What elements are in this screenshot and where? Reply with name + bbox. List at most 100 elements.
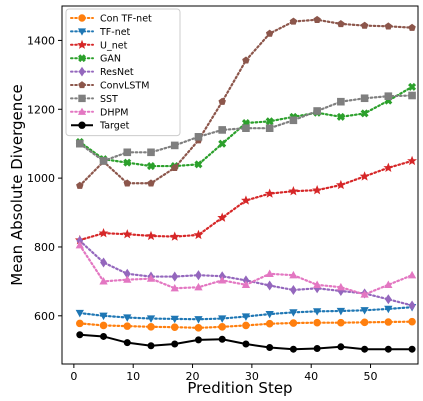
y-axis-label: Mean Absolute Divergence <box>8 84 26 285</box>
data-point-target <box>384 345 392 353</box>
legend-item-tf-net: TF-net <box>70 27 131 38</box>
data-point-u-net <box>407 155 417 166</box>
data-point-sst <box>408 91 416 100</box>
legend-item-con-tf-net: Con TF-net <box>70 14 152 25</box>
data-point-dhpm <box>384 280 393 288</box>
legend-marker <box>78 94 86 103</box>
data-point-target <box>242 340 250 348</box>
data-point-target <box>123 339 131 347</box>
data-point-target <box>218 335 226 343</box>
legend-marker <box>77 39 87 49</box>
legend-item-gan: GAN <box>70 54 121 65</box>
data-point-con-tf-net <box>265 319 274 328</box>
data-point-target <box>408 345 416 353</box>
data-point-resnet <box>384 294 392 305</box>
x-axis-label: Predition Step <box>187 379 292 397</box>
data-point-tf-net <box>146 315 156 323</box>
data-point-tf-net <box>384 305 393 314</box>
data-point-convlstm <box>218 97 226 105</box>
data-point-resnet <box>171 271 179 282</box>
data-point-sst <box>147 148 155 157</box>
legend-label: U_net <box>100 40 128 51</box>
data-point-con-tf-net <box>337 318 345 327</box>
data-point-target <box>289 345 297 353</box>
data-point-dhpm <box>99 277 108 285</box>
data-point-gan <box>218 139 227 148</box>
series-con-tf-net <box>76 317 416 332</box>
data-point-u-net <box>98 228 109 238</box>
data-point-con-tf-net <box>313 318 321 327</box>
data-point-convlstm <box>313 15 321 23</box>
legend: Con TF-net TF-net U_net GAN ResNet ConvLSTM SS… <box>65 8 181 137</box>
data-point-tf-net <box>241 313 251 321</box>
data-point-u-net <box>288 186 299 196</box>
data-point-dhpm <box>289 270 298 279</box>
data-point-convlstm <box>337 19 345 28</box>
plot-frame <box>61 5 419 365</box>
data-point-dhpm <box>75 240 84 249</box>
series-target <box>76 331 416 353</box>
data-point-con-tf-net <box>289 319 298 327</box>
data-point-sst <box>265 124 274 133</box>
y-tick-label: 1000 <box>27 172 55 185</box>
data-point-u-net <box>241 195 251 205</box>
data-point-tf-net <box>123 314 132 322</box>
legend-box <box>65 8 181 137</box>
series-sst <box>76 91 416 165</box>
data-point-dhpm <box>312 280 322 288</box>
x-tick-label: 40 <box>304 370 318 383</box>
data-point-tf-net <box>336 307 346 316</box>
data-point-tf-net <box>289 309 298 317</box>
data-point-gan <box>123 158 132 167</box>
series-line-gan <box>78 85 414 168</box>
data-point-u-net <box>359 171 370 181</box>
data-point-sst <box>360 94 369 103</box>
legend-marker <box>78 14 86 22</box>
legend-label: Con TF-net <box>100 14 152 25</box>
data-point-target <box>337 343 345 351</box>
y-tick-label: 1200 <box>27 103 55 116</box>
y-tick-label: 600 <box>34 310 55 323</box>
data-point-convlstm <box>408 23 416 31</box>
data-point-target <box>266 343 274 351</box>
data-point-gan <box>336 112 345 121</box>
data-point-sst <box>99 157 108 165</box>
data-point-convlstm <box>360 21 369 29</box>
data-point-sst <box>384 92 393 100</box>
x-tick-label: 50 <box>364 370 378 383</box>
axes: 0 10 20 30 40 50 600 800 1000 1200 1400 <box>27 34 378 383</box>
series-u-net <box>74 155 417 245</box>
x-tick-label: 30 <box>245 370 259 383</box>
data-point-u-net <box>335 179 346 190</box>
data-point-target <box>361 345 369 353</box>
data-point-u-net <box>146 230 156 241</box>
legend-label: Target <box>99 121 130 132</box>
data-point-target <box>171 340 179 348</box>
data-point-u-net <box>217 212 228 222</box>
data-point-dhpm <box>336 282 346 291</box>
data-point-gan <box>265 117 274 126</box>
data-point-convlstm <box>76 181 84 189</box>
legend-item-target: Target <box>71 121 130 132</box>
series-resnet <box>76 235 416 311</box>
data-point-con-tf-net <box>147 323 155 331</box>
x-tick-label: 0 <box>70 370 77 383</box>
data-point-sst <box>337 97 345 106</box>
legend-marker <box>77 107 87 115</box>
data-point-resnet <box>266 280 274 291</box>
data-point-tf-net <box>312 308 322 316</box>
data-point-dhpm <box>360 290 369 298</box>
data-point-u-net <box>383 162 394 172</box>
data-point-con-tf-net <box>170 323 179 331</box>
data-point-resnet <box>289 284 297 296</box>
data-point-convlstm <box>123 179 131 187</box>
data-point-convlstm <box>147 179 155 187</box>
data-point-resnet <box>195 270 202 281</box>
data-point-sst <box>194 133 203 141</box>
data-point-sst <box>313 107 321 115</box>
data-point-convlstm <box>289 17 298 25</box>
data-point-sst <box>289 116 298 125</box>
legend-item-resnet: ResNet <box>70 66 134 78</box>
